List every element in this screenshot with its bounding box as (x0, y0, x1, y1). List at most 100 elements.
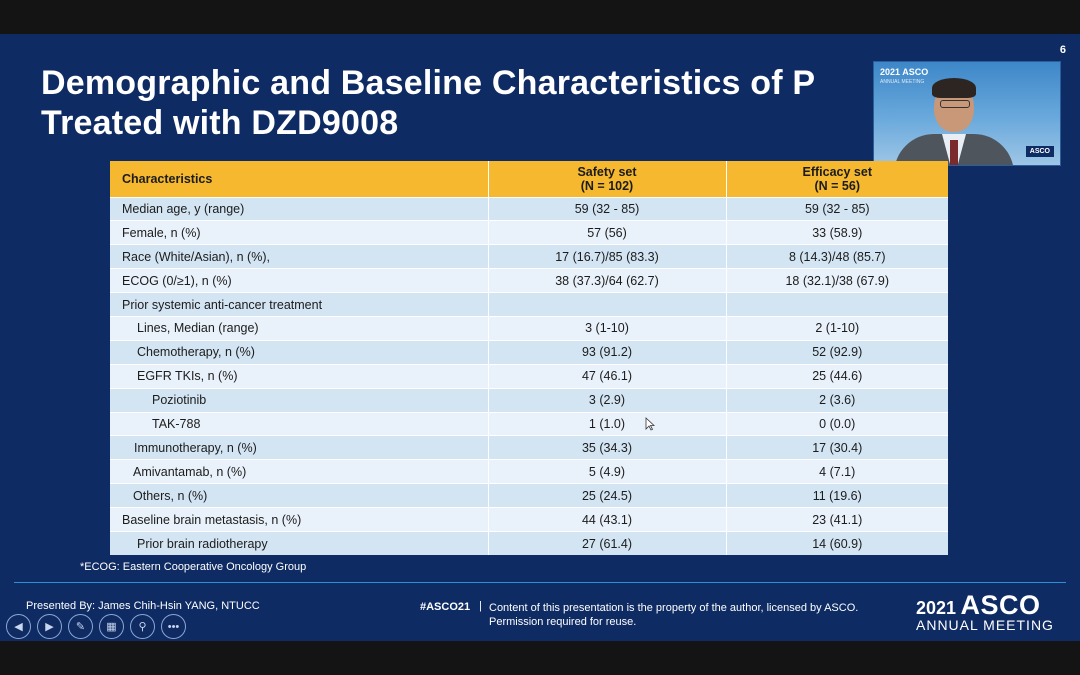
table-row: Prior brain radiotherapy 27 (61.4) 14 (6… (110, 530, 948, 556)
header-safety-set: Safety set (N = 102) (487, 161, 726, 197)
bottom-letterbox (0, 641, 1080, 675)
slides-grid-icon: ▦ (106, 621, 117, 633)
playback-controls: ◀ ▶ ✎ ▦ ⚲ ••• (6, 614, 186, 639)
row-label: Immunotherapy, n (%) (110, 435, 488, 460)
footnote: *ECOG: Eastern Cooperative Oncology Grou… (80, 561, 307, 573)
table-row: Others, n (%) 25 (24.5) 11 (19.6) (110, 483, 948, 508)
video-tag-title: 2021 ASCO (880, 67, 929, 77)
header-safety-line2: (N = 102) (580, 178, 634, 193)
asco-annual-meeting-logo: 2021 ASCO ANNUAL MEETING (916, 590, 1054, 633)
hashtag: #ASCO21 (420, 601, 471, 613)
speaker-glasses (940, 100, 970, 108)
slide-title: Demographic and Baseline Characteristics… (41, 63, 815, 143)
top-letterbox (0, 0, 1080, 34)
row-efficacy-value: 52 (92.9) (725, 339, 948, 365)
magnifier-icon: ⚲ (138, 621, 147, 633)
row-efficacy-value: 2 (1-10) (725, 315, 948, 341)
chevron-right-icon: ▶ (45, 621, 54, 633)
brand-asco: ASCO (960, 590, 1041, 620)
slide-number: 6 (1059, 44, 1066, 56)
row-safety-value: 1 (1.0) (487, 411, 726, 436)
row-safety-value: 17 (16.7)/85 (83.3) (487, 244, 726, 269)
copyright-line-2: Permission required for reuse. (489, 616, 637, 628)
ellipsis-icon: ••• (167, 620, 180, 633)
row-label: Prior brain radiotherapy (110, 530, 488, 556)
more-options-button[interactable]: ••• (161, 614, 186, 639)
row-efficacy-value: 18 (32.1)/38 (67.9) (725, 268, 948, 293)
row-safety-value: 3 (1-10) (487, 315, 726, 341)
row-label: Poziotinib (110, 387, 488, 413)
row-label: Lines, Median (range) (110, 315, 488, 341)
row-label: TAK-788 (110, 411, 488, 436)
row-efficacy-value: 8 (14.3)/48 (85.7) (725, 244, 948, 269)
speaker-tie (950, 140, 958, 165)
table-row: Race (White/Asian), n (%), 17 (16.7)/85 … (110, 244, 948, 269)
pen-icon: ✎ (75, 621, 86, 633)
header-efficacy-line2: (N = 56) (814, 178, 860, 193)
row-efficacy-value: 33 (58.9) (725, 220, 948, 245)
table-row: Lines, Median (range) 3 (1-10) 2 (1-10) (110, 315, 948, 341)
table-row: Amivantamab, n (%) 5 (4.9) 4 (7.1) (110, 459, 948, 484)
row-label: Amivantamab, n (%) (110, 459, 488, 484)
row-label: EGFR TKIs, n (%) (110, 363, 488, 389)
row-efficacy-value: 2 (3.6) (725, 387, 948, 413)
row-efficacy-value: 11 (19.6) (725, 483, 948, 508)
zoom-button[interactable]: ⚲ (130, 614, 155, 639)
header-safety-line1: Safety set (577, 164, 637, 179)
table-row: Female, n (%) 57 (56) 33 (58.9) (110, 220, 948, 245)
row-safety-value: 59 (32 - 85) (487, 196, 726, 221)
row-efficacy-value: 0 (0.0) (725, 411, 948, 436)
title-line-2: Treated with DZD9008 (41, 104, 399, 142)
table-row: Poziotinib 3 (2.9) 2 (3.6) (110, 387, 948, 413)
row-label: Median age, y (range) (110, 196, 488, 221)
title-line-1: Demographic and Baseline Characteristics… (41, 64, 816, 102)
row-label: Baseline brain metastasis, n (%) (110, 507, 488, 532)
video-asco-logo: ASCO (1025, 146, 1054, 157)
table-row: Immunotherapy, n (%) 35 (34.3) 17 (30.4) (110, 435, 948, 460)
footer-divider (14, 582, 1066, 583)
copyright-note: Content of this presentation is the prop… (489, 601, 889, 629)
previous-slide-button[interactable]: ◀ (6, 614, 31, 639)
row-efficacy-value (725, 292, 948, 317)
table-header-row: Characteristics Safety set (N = 102) Eff… (110, 161, 948, 197)
table-row: TAK-788 1 (1.0) 0 (0.0) (110, 411, 948, 436)
row-safety-value: 3 (2.9) (487, 387, 726, 413)
row-label: Others, n (%) (110, 483, 488, 508)
footer-separator: | (479, 600, 482, 612)
video-asco-tag: 2021 ASCO ANNUAL MEETING (880, 67, 928, 87)
row-safety-value: 5 (4.9) (487, 459, 726, 484)
header-characteristics: Characteristics (110, 161, 488, 197)
row-safety-value: 44 (43.1) (487, 507, 726, 532)
presentation-slide: 6 Demographic and Baseline Characteristi… (0, 34, 1080, 641)
speaker-video: 2021 ASCO ANNUAL MEETING ASCO (873, 61, 1061, 166)
row-label: Female, n (%) (110, 220, 488, 245)
table-row: Baseline brain metastasis, n (%) 44 (43.… (110, 507, 948, 532)
characteristics-table: Characteristics Safety set (N = 102) Eff… (110, 161, 948, 556)
copyright-line-1: Content of this presentation is the prop… (489, 602, 859, 614)
row-safety-value: 25 (24.5) (487, 483, 726, 508)
row-efficacy-value: 59 (32 - 85) (725, 196, 948, 221)
row-label: Race (White/Asian), n (%), (110, 244, 488, 269)
row-label: ECOG (0/≥1), n (%) (110, 268, 488, 293)
row-safety-value: 93 (91.2) (487, 339, 726, 365)
row-label: Chemotherapy, n (%) (110, 339, 488, 365)
row-safety-value (487, 292, 726, 317)
table-row: Prior systemic anti-cancer treatment (110, 292, 948, 317)
pen-tool-button[interactable]: ✎ (68, 614, 93, 639)
brand-year: 2021 (916, 598, 957, 618)
next-slide-button[interactable]: ▶ (37, 614, 62, 639)
row-efficacy-value: 4 (7.1) (725, 459, 948, 484)
row-safety-value: 38 (37.3)/64 (62.7) (487, 268, 726, 293)
row-efficacy-value: 25 (44.6) (725, 363, 948, 389)
header-efficacy-line1: Efficacy set (802, 164, 872, 179)
video-tag-sub: ANNUAL MEETING (880, 79, 925, 85)
row-safety-value: 47 (46.1) (487, 363, 726, 389)
chevron-left-icon: ◀ (14, 621, 23, 633)
brand-meeting: ANNUAL MEETING (916, 617, 1054, 633)
row-label: Prior systemic anti-cancer treatment (110, 292, 488, 317)
see-all-slides-button[interactable]: ▦ (99, 614, 124, 639)
table-row: Chemotherapy, n (%) 93 (91.2) 52 (92.9) (110, 339, 948, 365)
header-efficacy-set: Efficacy set (N = 56) (725, 161, 948, 197)
presenter-credit: Presented By: James Chih-Hsin YANG, NTUC… (26, 600, 260, 612)
table-row: ECOG (0/≥1), n (%) 38 (37.3)/64 (62.7) 1… (110, 268, 948, 293)
